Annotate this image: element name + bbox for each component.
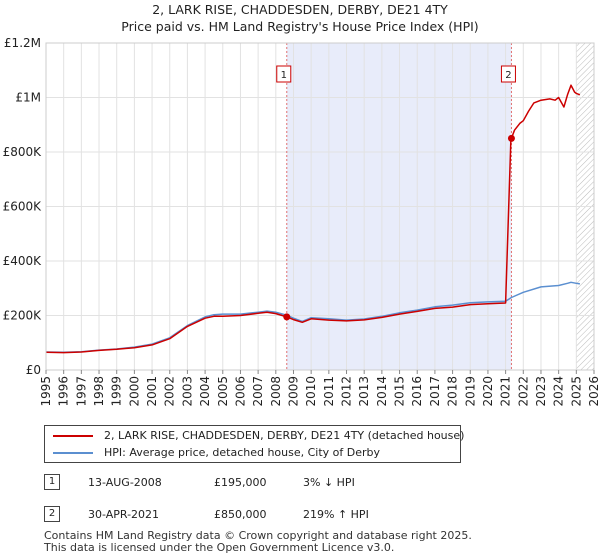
legend-label-property: 2, LARK RISE, CHADDESDEN, DERBY, DE21 4T… (104, 429, 465, 442)
sale-label-box (500, 65, 516, 83)
legend-label-hpi: HPI: Average price, detached house, City… (104, 446, 381, 459)
sale-hpi-change: 3% ↓ HPI (303, 476, 355, 489)
x-tick-label: 2004 (198, 376, 212, 407)
price-chart: 2, LARK RISE, CHADDESDEN, DERBY, DE21 4T… (3, 2, 600, 407)
property-series-line (46, 84, 581, 354)
sale-number-badge: 2 (44, 506, 60, 522)
x-tick-label: 2000 (127, 376, 141, 407)
y-tick-label: £1.2M (4, 36, 41, 50)
sale-hpi-change: 219% ↑ HPI (303, 508, 369, 521)
y-tick-label: £400K (3, 254, 43, 268)
chart-subtitle: Price paid vs. HM Land Registry's House … (121, 19, 478, 34)
sale-point (507, 134, 515, 142)
x-tick-label: 2003 (180, 376, 194, 407)
x-tick-label: 1999 (110, 376, 124, 407)
x-tick-label: 2009 (286, 376, 300, 407)
x-tick-label: 2006 (233, 376, 247, 407)
x-tick-label: 2016 (410, 376, 424, 407)
x-tick-label: 2001 (145, 376, 159, 407)
y-tick-label: £200K (3, 309, 43, 323)
x-tick-label: 1997 (74, 376, 88, 407)
x-tick-label: 2021 (499, 376, 513, 407)
x-tick-label: 2007 (251, 376, 265, 407)
x-tick-label: 2010 (304, 376, 318, 407)
y-tick-label: £800K (3, 145, 43, 159)
x-tick-label: 2018 (446, 376, 460, 407)
legend-swatch-hpi (53, 452, 93, 454)
x-tick-label: 1995 (39, 376, 53, 407)
x-tick-label: 2019 (463, 376, 477, 407)
sale-point (283, 313, 291, 321)
y-tick-label: £600K (3, 200, 43, 214)
legend-item-hpi: HPI: Average price, detached house, City… (53, 445, 380, 461)
x-tick-label: 2008 (269, 376, 283, 407)
x-tick-label: 2024 (552, 376, 566, 407)
footer-attribution: Contains HM Land Registry data © Crown c… (44, 530, 472, 554)
chart-title: 2, LARK RISE, CHADDESDEN, DERBY, DE21 4T… (152, 2, 448, 17)
x-tick-label: 2017 (428, 376, 442, 407)
sale-label-box (276, 65, 292, 83)
sale-date: 30-APR-2021 (88, 508, 160, 521)
y-tick-label: £1M (15, 91, 41, 105)
x-tick-label: 2020 (481, 376, 495, 407)
x-tick-label: 2012 (340, 376, 354, 407)
hpi-series-line (46, 281, 581, 354)
legend-item-property: 2, LARK RISE, CHADDESDEN, DERBY, DE21 4T… (53, 428, 464, 444)
sale-label-number: 2 (505, 70, 511, 81)
x-tick-label: 2022 (516, 376, 530, 407)
legend-swatch-property (53, 435, 93, 437)
x-tick-label: 1996 (57, 376, 71, 407)
sale-number-badge: 1 (44, 474, 60, 490)
y-tick-label: £0 (26, 363, 41, 377)
x-tick-label: 2025 (569, 376, 583, 407)
x-tick-label: 2023 (534, 376, 548, 407)
x-tick-label: 2011 (322, 376, 336, 407)
x-tick-label: 2013 (357, 376, 371, 407)
plot-frame (45, 42, 595, 371)
x-tick-label: 2015 (393, 376, 407, 407)
x-tick-label: 2005 (216, 376, 230, 407)
legend: 2, LARK RISE, CHADDESDEN, DERBY, DE21 4T… (44, 425, 464, 463)
footer-line-1: Contains HM Land Registry data © Crown c… (44, 529, 472, 542)
sale-price: £195,000 (214, 476, 267, 489)
x-tick-label: 2014 (375, 376, 389, 407)
x-tick-label: 2026 (587, 376, 600, 407)
x-tick-label: 2002 (163, 376, 177, 407)
x-tick-label: 1998 (92, 376, 106, 407)
footer-line-2: This data is licensed under the Open Gov… (44, 541, 395, 554)
sale-label-number: 1 (281, 70, 287, 81)
sale-date: 13-AUG-2008 (88, 476, 162, 489)
sale-price: £850,000 (214, 508, 267, 521)
